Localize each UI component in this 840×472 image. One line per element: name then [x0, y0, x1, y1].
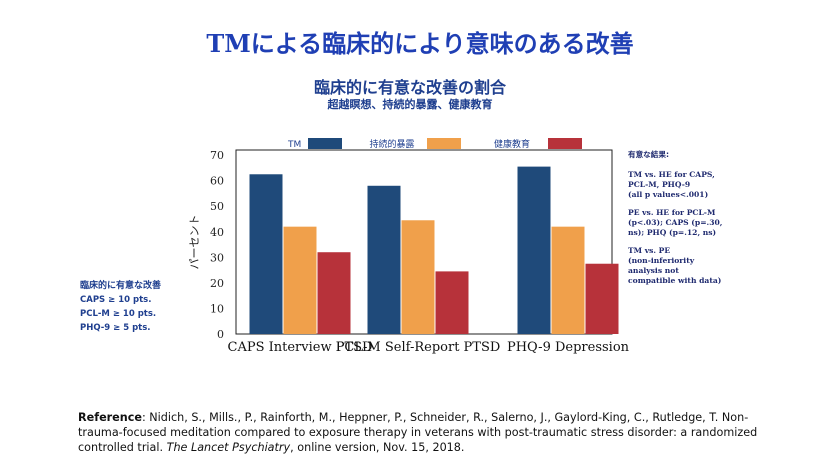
- reference-tail: , online version, Nov. 15, 2018.: [290, 441, 465, 454]
- bar: [317, 252, 351, 334]
- criteria-item: PHQ-9 ≥ 5 pts.: [80, 323, 151, 333]
- y-tick-label: 20: [210, 277, 224, 290]
- criteria-box: 臨床的に有意な改善 CAPS ≥ 10 pts. PCL-M ≥ 10 pts.…: [80, 279, 230, 335]
- x-tick-label: PHQ-9 Depression: [507, 340, 630, 355]
- chart-subtitle: 超越瞑想、持続的暴露、健康教育: [327, 98, 493, 111]
- y-tick-label: 40: [210, 226, 224, 239]
- bar: [283, 226, 317, 334]
- criteria-heading: 臨床的に有意な改善: [80, 281, 162, 291]
- reference: Reference: Nidich, S., Mills., P., Rainf…: [78, 410, 768, 455]
- bar: [551, 226, 585, 334]
- chart-title: 臨床的に有意な改善の割合: [313, 78, 506, 97]
- legend-swatch: [308, 138, 342, 149]
- bar: [585, 263, 619, 334]
- y-tick-label: 70: [210, 149, 224, 162]
- x-tick-label: PCL-M Self-Report PTSD: [336, 340, 501, 355]
- legend-swatch: [427, 138, 461, 149]
- y-tick-label: 60: [210, 175, 224, 188]
- results-block: TM vs. PE (non-inferiority analysis not …: [628, 246, 722, 285]
- y-tick-label: 50: [210, 200, 224, 213]
- legend-label: 持続的暴露: [369, 138, 414, 150]
- page-title: TMによる臨床的により意味のある改善: [206, 29, 634, 58]
- legend-label: TM: [287, 140, 301, 150]
- results-box: 有意な結果: TM vs. HE for CAPS, PCL-M, PHQ-9 …: [628, 150, 748, 294]
- legend-swatch: [548, 138, 582, 149]
- y-tick-label: 30: [210, 251, 224, 264]
- criteria-item: CAPS ≥ 10 pts.: [80, 295, 152, 305]
- reference-label: Reference: [78, 411, 142, 424]
- results-block: PE vs. HE for PCL-M (p<.03); CAPS (p=.30…: [628, 208, 723, 237]
- x-tick-label: CAPS Interview PTSD: [228, 340, 373, 355]
- results-heading: 有意な結果:: [628, 150, 670, 159]
- legend-label: 健康教育: [494, 138, 530, 150]
- results-block: TM vs. HE for CAPS, PCL-M, PHQ-9 (all p …: [628, 170, 715, 199]
- y-axis-label: パーセント: [188, 215, 201, 270]
- reference-journal: The Lancet Psychiatry: [166, 441, 291, 454]
- bar: [249, 174, 283, 334]
- bar: [517, 166, 551, 334]
- y-tick-label: 10: [210, 302, 224, 315]
- bar: [435, 271, 469, 334]
- bar: [367, 185, 401, 334]
- y-tick-label: 0: [217, 328, 224, 341]
- bar: [401, 220, 435, 334]
- criteria-item: PCL-M ≥ 10 pts.: [80, 309, 157, 319]
- reference-text: : Nidich, S., Mills., P., Rainforth, M.,…: [78, 411, 758, 454]
